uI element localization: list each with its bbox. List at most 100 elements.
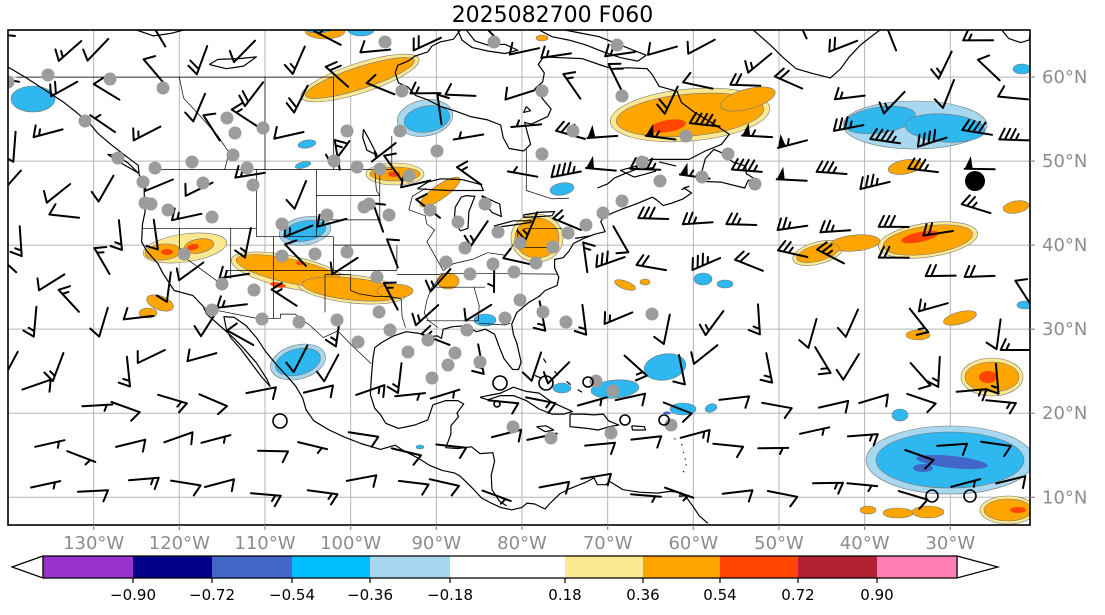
coastline [682, 451, 685, 454]
wind-barb [721, 489, 754, 503]
anomaly-patch [305, 57, 415, 99]
lon-label: 90°W [411, 533, 461, 554]
wind-barb [672, 354, 686, 386]
anomaly-patch [983, 498, 1030, 522]
station-dot [275, 217, 289, 231]
wind-barb [216, 295, 248, 309]
wind-barb [510, 119, 543, 128]
wind-barb [132, 125, 162, 142]
station-dot [382, 208, 396, 222]
colorbar-tick-label: −0.36 [347, 586, 393, 604]
barb-flag [679, 162, 688, 176]
wind-barb [21, 378, 52, 393]
wind-barb [999, 338, 1030, 351]
barb-flag [742, 123, 751, 136]
station-dot [378, 35, 392, 49]
anomaly-patch [376, 283, 414, 299]
wind-barb [30, 480, 62, 490]
wind-barb [382, 281, 399, 311]
wind-barb [908, 307, 930, 336]
colorbar-tick-label: −0.72 [189, 586, 235, 604]
wind-barb [869, 127, 901, 145]
wind-barb [878, 90, 906, 115]
station-dot [473, 355, 487, 369]
station-dot [78, 114, 92, 128]
wind-barb [580, 472, 612, 487]
wind-barb [859, 173, 891, 190]
wind-barb [614, 392, 647, 407]
wind-barb [679, 429, 711, 443]
station-dot [185, 155, 199, 169]
calm-circle [538, 375, 554, 391]
station-dot [340, 124, 354, 138]
calm-circle [493, 400, 501, 408]
wind-barb [171, 207, 203, 222]
anomaly-patch [1012, 63, 1030, 75]
wind-barb [607, 62, 624, 92]
wind-barb [481, 489, 512, 505]
station-dot [544, 431, 558, 445]
wind-barb [662, 401, 693, 423]
wind-barb [49, 80, 79, 98]
wind-barb [595, 250, 626, 269]
wind-barb [8, 350, 19, 373]
wind-barb [997, 85, 1029, 101]
calm-circle [492, 375, 508, 391]
wind-barb [644, 130, 677, 141]
wind-barb [187, 45, 209, 76]
wind-barb [955, 388, 988, 402]
wind-barb [508, 41, 541, 56]
wind-barb [202, 112, 221, 142]
wind-barb [109, 219, 123, 251]
wind-barb [145, 218, 159, 251]
wind-barb [424, 268, 452, 293]
wind-barb [228, 39, 256, 64]
anomaly-patch [161, 249, 173, 255]
anomaly-patch [913, 464, 933, 472]
wind-barb [799, 426, 831, 436]
station-dot [226, 148, 240, 162]
station-dot [247, 283, 261, 297]
calm-circle [658, 414, 670, 426]
wind-barb [907, 157, 939, 174]
anomaly-patch [693, 272, 713, 286]
wind-barb [249, 492, 282, 508]
wind-barb [922, 222, 954, 237]
wind-barb [316, 353, 340, 383]
barb-flag [964, 156, 973, 169]
wind-barb [175, 261, 205, 282]
colorbar-outline [42, 555, 958, 579]
station-dot [606, 384, 620, 398]
wind-barb [538, 480, 570, 495]
wind-barb [906, 392, 937, 414]
anomaly-patch [887, 159, 923, 175]
colorbar-tick-label: 0.18 [548, 586, 581, 604]
wind-barb [285, 344, 309, 374]
wind-barb [798, 318, 818, 349]
anomaly-patch [187, 243, 199, 251]
wind-barb [773, 67, 804, 90]
wind-barb [917, 298, 949, 313]
station-dot [507, 265, 521, 279]
station-dot [177, 247, 191, 261]
anomaly-patch [704, 403, 718, 413]
wind-barb [725, 212, 758, 226]
station-dot [228, 126, 242, 140]
wind-barb [858, 393, 889, 408]
anomaly-patch [10, 85, 56, 113]
barb-flag [778, 134, 786, 148]
station-dot [370, 270, 384, 284]
colorbar-segment [43, 556, 133, 578]
lon-label: 30°W [925, 533, 975, 554]
anomaly-patch [882, 507, 914, 519]
station-dot [421, 333, 435, 347]
coastline [523, 210, 556, 218]
lon-label: 80°W [497, 533, 547, 554]
wind-barb [525, 396, 557, 414]
coastline [536, 425, 555, 433]
anomaly-patch [347, 30, 375, 37]
wind-barb [390, 447, 422, 466]
wind-barb [455, 160, 483, 186]
wind-barb [801, 30, 808, 40]
wind-barb [22, 305, 38, 338]
